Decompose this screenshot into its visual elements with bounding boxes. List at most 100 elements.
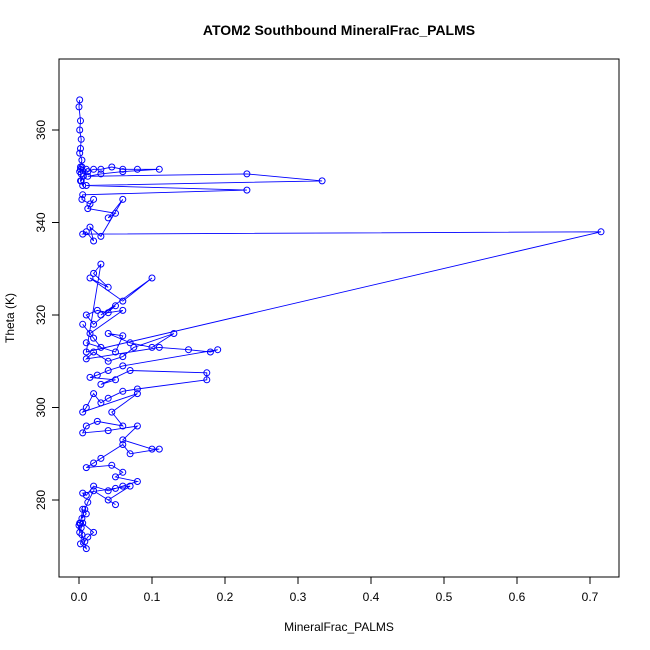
data-point <box>170 330 178 337</box>
data-point <box>78 195 86 203</box>
data-point <box>86 223 94 231</box>
data-point <box>112 484 119 492</box>
data-point <box>133 390 141 398</box>
chart-title: ATOM2 Southbound MineralFrac_PALMS <box>203 22 475 38</box>
x-tick-label: 0.7 <box>582 590 599 604</box>
data-point <box>133 478 141 485</box>
data-point <box>82 339 90 347</box>
data-point <box>77 540 84 548</box>
data-point <box>119 306 127 314</box>
data-point <box>93 417 101 425</box>
data-point <box>119 353 127 361</box>
data-point <box>119 195 127 203</box>
data-point <box>119 482 127 490</box>
x-tick-label: 0.2 <box>217 590 234 604</box>
data-point <box>126 367 134 374</box>
data-point <box>76 126 84 134</box>
data-point <box>119 441 127 448</box>
data-point <box>82 182 90 189</box>
data-point <box>82 311 90 319</box>
data-point <box>97 260 105 268</box>
data-point <box>75 521 83 529</box>
data-point <box>97 380 105 388</box>
data-point <box>112 302 119 310</box>
data-point <box>90 195 98 203</box>
data-point <box>84 172 92 180</box>
data-point <box>133 422 141 430</box>
data-point <box>206 348 214 356</box>
data-point <box>112 209 119 217</box>
data-point <box>90 390 98 398</box>
data-point <box>104 309 112 317</box>
data-point <box>203 376 211 384</box>
data-point <box>82 491 90 499</box>
data-point <box>155 445 163 453</box>
y-tick-label: 360 <box>34 120 48 140</box>
data-point <box>79 408 87 416</box>
x-tick-label: 0.6 <box>509 590 526 604</box>
data-point <box>86 274 94 282</box>
data-point <box>597 228 605 236</box>
data-point <box>104 394 112 402</box>
data-point <box>90 487 98 495</box>
data-point <box>112 376 119 384</box>
data-point <box>90 269 98 277</box>
data-point <box>155 343 163 351</box>
data-point <box>148 445 156 453</box>
data-point <box>108 408 116 416</box>
data-point <box>79 505 87 513</box>
data-point <box>112 501 119 509</box>
data-point <box>79 230 87 238</box>
data-point <box>82 404 90 411</box>
data-point <box>119 422 127 430</box>
data-point <box>82 545 90 553</box>
data-point <box>81 505 89 513</box>
data-point <box>79 519 87 527</box>
data-point <box>76 528 84 536</box>
data-point <box>79 429 87 437</box>
y-tick-label: 340 <box>34 212 48 232</box>
series-line <box>78 99 602 550</box>
data-point <box>148 274 156 282</box>
data-point <box>119 165 127 173</box>
data-point <box>243 170 251 178</box>
x-axis: 0.0 0.1 0.2 0.3 0.4 0.5 0.6 0.7 <box>71 576 599 604</box>
data-point <box>104 496 112 504</box>
data-point <box>133 385 141 393</box>
data-point <box>77 135 85 143</box>
data-point <box>82 355 90 363</box>
data-point <box>133 165 141 173</box>
data-point <box>82 228 90 236</box>
data-point <box>97 343 105 351</box>
data-point <box>148 343 156 351</box>
data-point <box>130 343 138 351</box>
x-tick-label: 0.0 <box>71 590 88 604</box>
data-point <box>97 454 105 462</box>
data-point <box>318 177 326 185</box>
data-point <box>97 232 105 240</box>
x-axis-label: MineralFrac_PALMS <box>284 620 394 634</box>
data-point <box>77 117 84 125</box>
data-point <box>108 163 116 171</box>
data-point <box>214 346 222 354</box>
data-point <box>79 489 87 497</box>
data-point <box>78 156 86 164</box>
data-point <box>97 311 105 319</box>
x-tick-label: 0.1 <box>144 590 161 604</box>
data-point <box>104 487 112 495</box>
y-tick-label: 300 <box>34 397 48 417</box>
data-point <box>93 306 101 314</box>
x-tick-label: 0.5 <box>436 590 453 604</box>
data-point <box>119 168 127 176</box>
data-point <box>108 461 116 469</box>
data-point <box>104 427 112 435</box>
data-point <box>126 339 134 347</box>
data-point <box>112 473 119 481</box>
data-series <box>75 96 605 553</box>
data-point <box>97 165 105 173</box>
data-point <box>104 214 112 222</box>
data-point <box>104 330 112 337</box>
x-tick-label: 0.4 <box>363 590 380 604</box>
data-point <box>119 436 127 444</box>
data-point <box>119 468 127 476</box>
